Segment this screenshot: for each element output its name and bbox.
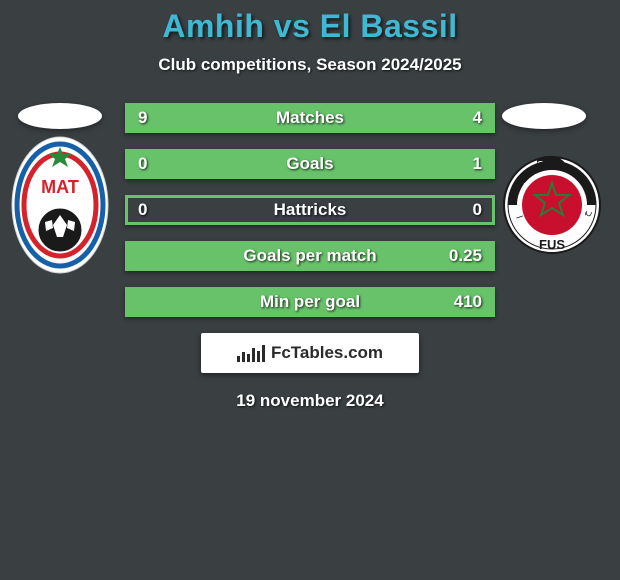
stat-label: Goals [286,154,333,174]
left-player-column: MAT [18,103,110,255]
left-club-logo: MAT [10,155,110,255]
stats-area: MAT 1946 [0,103,620,317]
stat-value-right: 4 [473,108,482,128]
stat-value-left: 9 [138,108,147,128]
chart-icon [237,344,265,362]
right-player-column: 1946 FUS ا ح [502,103,602,255]
stat-bar: 9 4 Matches [125,103,495,133]
stat-value-right: 0 [473,200,482,220]
left-player-avatar-placeholder [18,103,102,129]
stat-value-right: 0.25 [449,246,482,266]
date-label: 19 november 2024 [0,391,620,411]
stat-value-left: 0 [138,200,147,220]
stat-value-right: 1 [473,154,482,174]
stat-label: Min per goal [260,292,360,312]
stat-label: Hattricks [274,200,347,220]
stat-bar: 0 1 Goals [125,149,495,179]
right-club-logo: 1946 FUS ا ح [502,155,602,255]
stat-bar: 0 0 Hattricks [125,195,495,225]
widget-container: Amhih vs El Bassil Club competitions, Se… [0,0,620,411]
comparison-title: Amhih vs El Bassil [0,8,620,45]
svg-text:FUS: FUS [539,237,565,252]
season-subtitle: Club competitions, Season 2024/2025 [0,55,620,75]
stat-label: Matches [276,108,344,128]
stat-value-left: 0 [138,154,147,174]
right-player-avatar-placeholder [502,103,586,129]
stat-label: Goals per match [243,246,376,266]
stat-bar: 410 Min per goal [125,287,495,317]
fctables-logo[interactable]: FcTables.com [201,333,419,373]
fctables-text: FcTables.com [271,343,383,363]
stat-bar: 0.25 Goals per match [125,241,495,271]
stat-value-right: 410 [454,292,482,312]
stat-bars-list: 9 4 Matches 0 1 Goals 0 0 Hattricks 0.25 Goals per… [125,103,495,317]
svg-text:MAT: MAT [41,177,79,197]
